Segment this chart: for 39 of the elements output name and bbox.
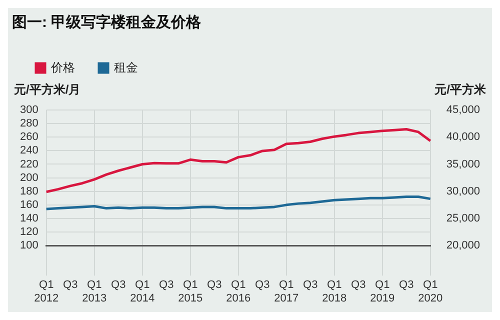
y2-tick-label: 20,000 xyxy=(446,240,480,252)
x-tick-label: Q3 xyxy=(159,279,174,292)
y-tick-label: 140 xyxy=(20,212,38,225)
y-tick-label: 300 xyxy=(20,104,38,116)
x-tick-label: Q1 2019 xyxy=(370,279,395,304)
x-tick-label: Q1 2016 xyxy=(226,279,251,304)
legend-label: 租金 xyxy=(114,60,138,74)
y2-tick-label: 30,000 xyxy=(446,185,480,198)
x-tick-label: Q1 2013 xyxy=(82,279,107,304)
y2-tick-label: 35,000 xyxy=(446,158,480,170)
x-tick-label: Q1 2017 xyxy=(274,279,299,304)
x-tick-label: Q3 xyxy=(63,279,78,292)
x-tick-label: Q3 xyxy=(351,279,366,292)
x-tick-label: Q1 2018 xyxy=(322,279,347,304)
y2-tick-label: 45,000 xyxy=(446,104,480,116)
x-tick-label: Q1 2012 xyxy=(34,279,59,304)
x-tick-label: Q1 2015 xyxy=(178,279,203,304)
x-tick-label: Q1 2020 xyxy=(418,279,443,304)
x-tick-label: Q3 xyxy=(399,279,414,292)
y-tick-label: 120 xyxy=(20,226,38,238)
x-tick-label: Q3 xyxy=(207,279,222,292)
y2-tick-label: 40,000 xyxy=(446,131,480,144)
x-tick-label: Q3 xyxy=(111,279,126,292)
x-tick-label: Q1 2014 xyxy=(130,279,155,304)
y2-axis-title: 元/平方米 xyxy=(434,82,487,96)
y-tick-label: 220 xyxy=(20,158,38,170)
chart-title: 图一: 甲级写字楼租金及价格 xyxy=(12,13,202,32)
x-tick-label: Q3 xyxy=(303,279,318,292)
legend-label: 价格 xyxy=(50,60,75,74)
y-tick-label: 260 xyxy=(20,131,38,144)
y-tick-label: 240 xyxy=(20,144,38,157)
y-tick-label: 100 xyxy=(20,240,38,252)
y-axis-title: 元/平方米/月 xyxy=(13,82,81,96)
y-tick-label: 280 xyxy=(20,118,38,130)
y-tick-label: 160 xyxy=(20,198,38,211)
y-tick-label: 180 xyxy=(20,185,38,198)
x-tick-label: Q3 xyxy=(255,279,270,292)
y-tick-label: 200 xyxy=(20,172,38,184)
y2-tick-label: 25,000 xyxy=(446,212,480,225)
